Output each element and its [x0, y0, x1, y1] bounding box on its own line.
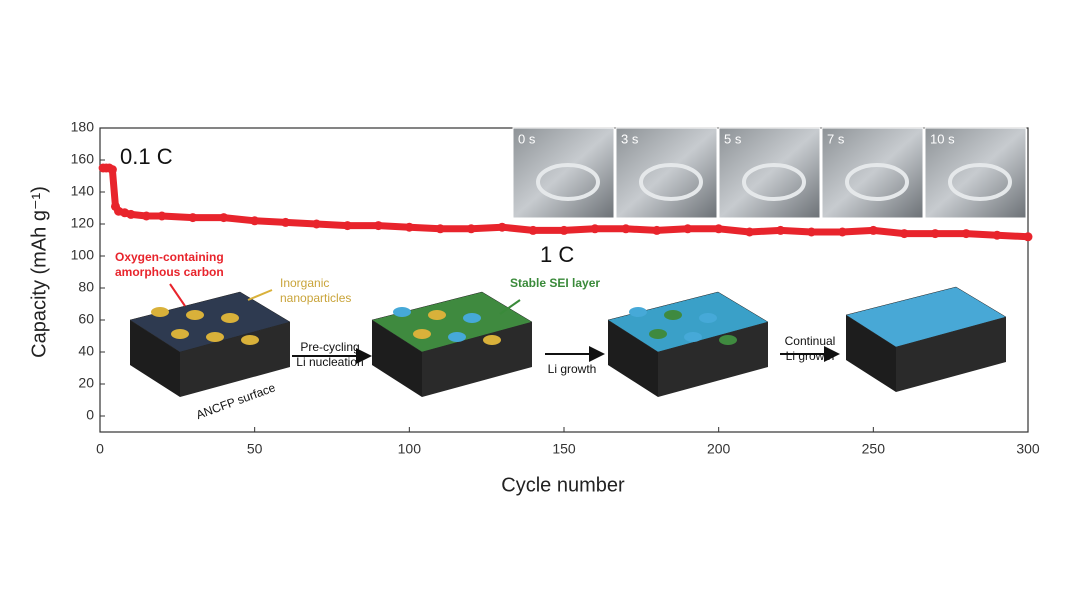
x-tick-label: 0 [96, 441, 104, 457]
photo [718, 127, 821, 219]
blob [463, 313, 481, 323]
y-tick-label: 160 [71, 151, 95, 167]
block-front [608, 320, 658, 397]
annotation: Pre-cycling [300, 340, 359, 354]
blob [151, 307, 169, 317]
blob [413, 329, 431, 339]
cell-ring [845, 163, 909, 201]
blob [448, 332, 466, 342]
x-tick-label: 200 [707, 441, 731, 457]
annotation: Li growth [786, 349, 835, 363]
block-front [372, 320, 422, 397]
y-tick-label: 20 [78, 375, 94, 391]
block-side [658, 322, 768, 397]
pointer [247, 289, 273, 301]
blob [649, 329, 667, 339]
photo-label: 5 s [724, 131, 742, 146]
x-tick-label: 150 [552, 441, 576, 457]
block-side [422, 322, 532, 397]
photo [615, 127, 718, 219]
annotation: Li growth [548, 362, 597, 376]
block-top [129, 291, 291, 353]
y-tick-label: 80 [78, 279, 94, 295]
rate-label: 0.1 C [120, 144, 173, 169]
annotation: amorphous carbon [115, 265, 224, 279]
block-side [896, 317, 1006, 392]
annotation: Stable SEI layer [510, 276, 600, 290]
blob [186, 310, 204, 320]
block-front [130, 320, 180, 397]
cell-ring [742, 163, 806, 201]
cell-ring [536, 163, 600, 201]
blob [171, 329, 189, 339]
block-top [845, 286, 1007, 348]
annotation: Continual [785, 334, 836, 348]
annotation: Inorganic [280, 276, 329, 290]
y-tick-label: 40 [78, 343, 94, 359]
y-tick-label: 100 [71, 247, 95, 263]
pointer [499, 299, 521, 315]
blob [629, 307, 647, 317]
y-tick-label: 120 [71, 215, 95, 231]
blob [483, 335, 501, 345]
y-tick-label: 180 [71, 119, 95, 135]
blob [241, 335, 259, 345]
pointer [169, 283, 186, 307]
photo [924, 127, 1027, 219]
cell-ring [948, 163, 1012, 201]
photo [821, 127, 924, 219]
blob [393, 307, 411, 317]
x-tick-label: 250 [862, 441, 886, 457]
blob [206, 332, 224, 342]
blob [699, 313, 717, 323]
blob [221, 313, 239, 323]
y-axis-label: Capacity (mAh g⁻¹) [28, 186, 50, 358]
block-top [371, 291, 533, 353]
block-side [180, 322, 290, 397]
rate-label: 1 C [540, 242, 574, 267]
data-line [102, 164, 1029, 241]
y-tick-label: 140 [71, 183, 95, 199]
blob [664, 310, 682, 320]
blob [684, 332, 702, 342]
annotation: nanoparticles [280, 291, 351, 305]
photo-label: 0 s [518, 131, 536, 146]
x-axis-label: Cycle number [501, 474, 625, 496]
y-tick-label: 0 [86, 407, 94, 423]
annotation: Li nucleation [296, 355, 363, 369]
blob [428, 310, 446, 320]
x-tick-label: 300 [1016, 441, 1040, 457]
block-front [846, 315, 896, 392]
cell-ring [639, 163, 703, 201]
x-tick-label: 100 [398, 441, 422, 457]
photo-label: 7 s [827, 131, 845, 146]
photo [512, 127, 615, 219]
annotation: Oxygen-containing [115, 250, 224, 264]
y-tick-label: 60 [78, 311, 94, 327]
photo-label: 3 s [621, 131, 639, 146]
x-tick-label: 50 [247, 441, 263, 457]
block-top [607, 291, 769, 353]
blob [719, 335, 737, 345]
photo-label: 10 s [930, 131, 955, 146]
